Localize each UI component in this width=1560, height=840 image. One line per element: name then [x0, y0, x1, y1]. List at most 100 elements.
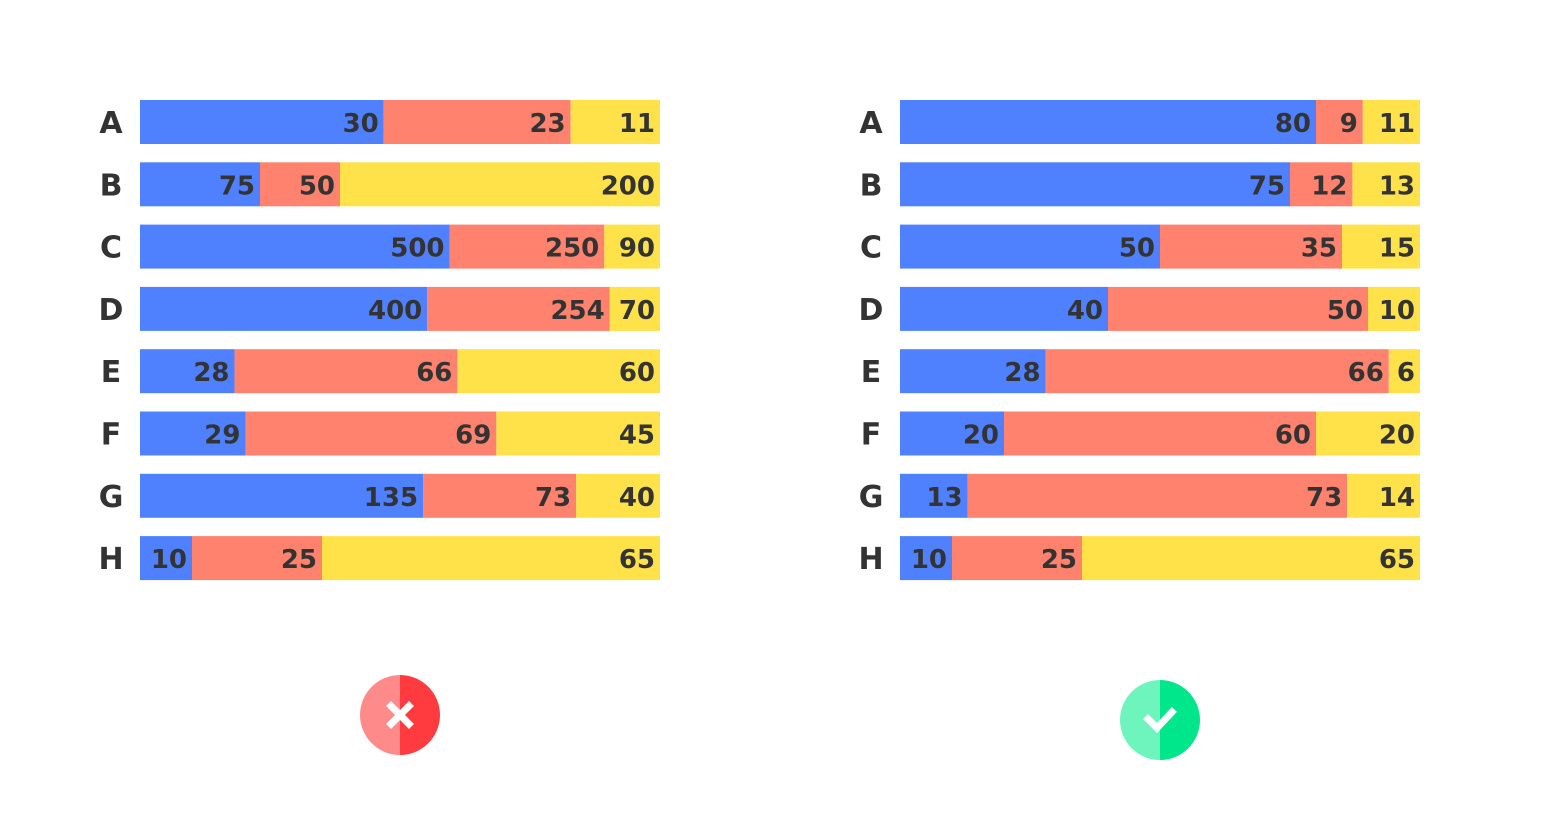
bar-segment-g-series-2 — [967, 473, 1348, 518]
correct-chart-panel: A 80 9 11B 75 12 13C 50 35 15D 40 50 10E 28 66 6F 20 60 20… — [858, 100, 1420, 581]
data-label-e-series-3: 6 — [1397, 358, 1415, 388]
data-label-c-series-1: 500 — [390, 234, 444, 264]
bar-segment-d-series-2 — [1108, 286, 1368, 331]
bar-segment-e-series-1 — [900, 349, 1046, 394]
data-label-e-series-3: 60 — [619, 358, 655, 388]
data-label-g-series-2: 73 — [535, 483, 571, 513]
bar-segment-e-series-3 — [1388, 349, 1420, 394]
cross-stroke-2 — [386, 701, 414, 729]
category-label-c: C — [860, 231, 882, 266]
data-label-g-series-2: 73 — [1306, 483, 1342, 513]
bar-segment-b-series-3 — [340, 162, 660, 207]
bar-segment-c-series-3 — [1342, 224, 1420, 269]
data-label-e-series-1: 28 — [193, 358, 229, 388]
data-label-h-series-3: 65 — [1379, 545, 1415, 575]
category-label-c: C — [100, 231, 122, 266]
data-label-h-series-1: 10 — [151, 545, 187, 575]
bar-segment-d-series-1 — [900, 286, 1108, 331]
category-label-d: D — [859, 293, 884, 328]
cross-circle-icon-left-half — [360, 675, 400, 755]
data-label-h-series-2: 25 — [281, 545, 317, 575]
bar-segment-a-series-2 — [1316, 100, 1363, 144]
data-label-g-series-3: 40 — [619, 483, 655, 513]
bar-segment-b-series-1 — [140, 162, 260, 207]
data-label-b-series-3: 200 — [601, 171, 655, 201]
bar-segment-e-series-2 — [1045, 349, 1389, 394]
check-stroke — [1143, 707, 1177, 734]
bar-segment-d-series-3 — [609, 286, 660, 331]
data-label-d-series-1: 40 — [1067, 296, 1103, 326]
data-label-d-series-2: 254 — [550, 296, 604, 326]
cross-circle-icon-right-half — [400, 675, 440, 755]
bar-segment-h-series-2 — [952, 536, 1082, 581]
bar-segment-g-series-3 — [1347, 473, 1420, 518]
data-label-g-series-3: 14 — [1379, 483, 1415, 513]
bar-segment-h-series-3 — [322, 536, 660, 581]
category-label-h: H — [858, 542, 883, 577]
bar-segment-c-series-1 — [140, 224, 450, 269]
data-label-b-series-1: 75 — [1249, 171, 1285, 201]
bar-segment-f-series-1 — [140, 411, 246, 456]
category-label-e: E — [101, 355, 122, 390]
data-label-a-series-3: 11 — [619, 109, 655, 139]
bar-segment-c-series-3 — [604, 224, 660, 269]
data-label-c-series-3: 90 — [619, 234, 655, 264]
data-label-d-series-2: 50 — [1327, 296, 1363, 326]
check-circle-icon-right-half — [1160, 680, 1200, 760]
bar-segment-h-series-2 — [192, 536, 322, 581]
data-label-f-series-2: 69 — [455, 421, 491, 451]
bar-segment-h-series-3 — [1082, 536, 1420, 581]
category-label-e: E — [861, 355, 882, 390]
data-label-b-series-2: 12 — [1311, 171, 1347, 201]
data-label-f-series-1: 20 — [963, 421, 999, 451]
data-label-h-series-2: 25 — [1041, 545, 1077, 575]
verdict-icons — [360, 675, 1200, 760]
data-label-h-series-1: 10 — [911, 545, 947, 575]
data-label-d-series-1: 400 — [368, 296, 422, 326]
bar-segment-h-series-1 — [900, 536, 952, 581]
category-label-h: H — [98, 542, 123, 577]
data-label-g-series-1: 135 — [364, 483, 418, 513]
bar-segment-g-series-1 — [140, 473, 424, 518]
data-label-c-series-2: 250 — [545, 234, 599, 264]
data-label-a-series-1: 80 — [1275, 109, 1311, 139]
bar-segment-b-series-2 — [1290, 162, 1353, 207]
bar-segment-g-series-3 — [576, 473, 660, 518]
bar-segment-c-series-2 — [1160, 224, 1342, 269]
bar-segment-f-series-2 — [1004, 411, 1316, 456]
bar-segment-f-series-2 — [245, 411, 497, 456]
cross-circle-icon — [360, 675, 440, 755]
bar-segment-b-series-2 — [260, 162, 340, 207]
category-label-a: A — [99, 106, 123, 141]
bar-segment-g-series-2 — [423, 473, 577, 518]
incorrect-chart-panel: A 30 23 11 B 75 50 200 C 500 250 90 D 400 254 70 E 28 66 60… — [98, 100, 660, 581]
data-label-b-series-3: 13 — [1379, 171, 1415, 201]
data-label-e-series-1: 28 — [1004, 358, 1040, 388]
bar-segment-f-series-3 — [1316, 411, 1420, 456]
data-label-f-series-1: 29 — [204, 421, 240, 451]
category-label-g: G — [859, 480, 884, 515]
bar-segment-d-series-3 — [1368, 286, 1420, 331]
bar-segment-a-series-1 — [900, 100, 1316, 144]
data-label-a-series-2: 9 — [1340, 109, 1358, 139]
data-label-f-series-2: 60 — [1275, 421, 1311, 451]
bar-segment-c-series-1 — [900, 224, 1160, 269]
bar-segment-e-series-1 — [140, 349, 235, 394]
bar-segment-a-series-1 — [140, 100, 384, 144]
bar-segment-a-series-3 — [1362, 100, 1420, 144]
data-label-g-series-1: 13 — [926, 483, 962, 513]
data-label-c-series-3: 15 — [1379, 234, 1415, 264]
data-label-e-series-2: 66 — [1348, 358, 1384, 388]
data-label-b-series-1: 75 — [219, 171, 255, 201]
data-label-f-series-3: 45 — [619, 421, 655, 451]
category-label-g: G — [99, 480, 124, 515]
data-label-a-series-3: 11 — [1379, 109, 1415, 139]
data-label-h-series-3: 65 — [619, 545, 655, 575]
data-label-a-series-2: 23 — [529, 109, 565, 139]
data-label-c-series-1: 50 — [1119, 234, 1155, 264]
category-label-d: D — [99, 293, 124, 328]
data-label-b-series-2: 50 — [299, 171, 335, 201]
data-label-e-series-2: 66 — [416, 358, 452, 388]
data-label-c-series-2: 35 — [1301, 234, 1337, 264]
